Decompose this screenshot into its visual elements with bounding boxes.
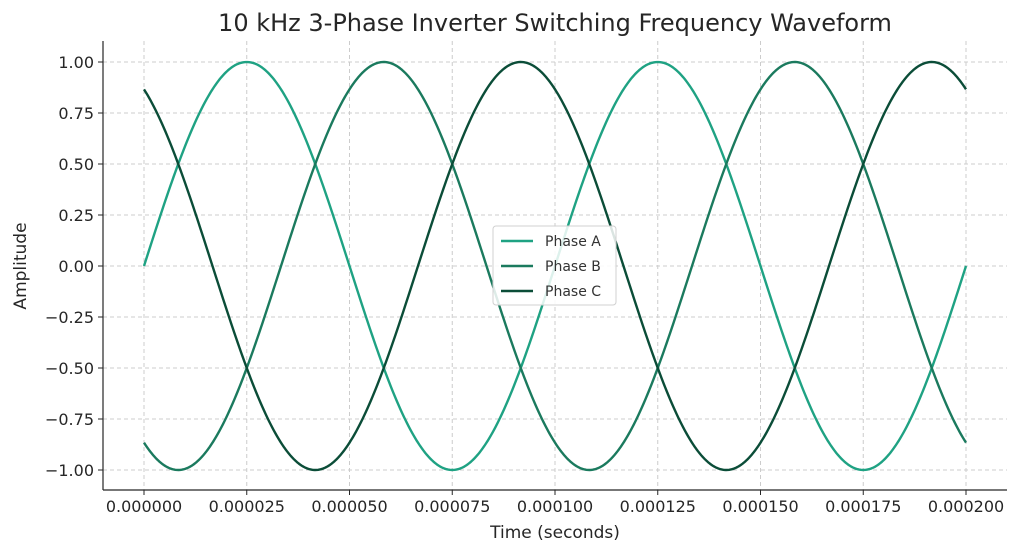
chart-title: 10 kHz 3-Phase Inverter Switching Freque… xyxy=(218,9,892,37)
y-tick-label: −0.75 xyxy=(45,410,94,429)
legend-label-phase-b: Phase B xyxy=(545,259,601,275)
x-axis-label: Time (seconds) xyxy=(489,523,620,543)
legend: Phase A Phase B Phase C xyxy=(492,225,617,306)
x-tick-label: 0.000000 xyxy=(106,497,182,516)
y-tick-label: 0.75 xyxy=(58,104,94,123)
y-tick-label: −1.00 xyxy=(45,461,94,480)
x-tick-label: 0.000050 xyxy=(311,497,387,516)
x-tick-label: 0.000100 xyxy=(517,497,593,516)
y-tick-label: 1.00 xyxy=(58,53,94,72)
legend-label-phase-a: Phase A xyxy=(545,234,601,250)
series-line-phase-c xyxy=(142,60,968,472)
y-tick-label: −0.50 xyxy=(45,359,94,378)
x-tick-label: 0.000150 xyxy=(722,497,798,516)
y-axis-label: Amplitude xyxy=(11,222,31,309)
x-tick-label: 0.000200 xyxy=(928,497,1004,516)
y-tick-label: 0.25 xyxy=(58,206,94,225)
y-tick-label: 0.00 xyxy=(58,257,94,276)
x-tick-label: 0.000075 xyxy=(414,497,490,516)
legend-label-phase-c: Phase C xyxy=(545,284,601,300)
y-tick-label: 0.50 xyxy=(58,155,94,174)
series-line-phase-b xyxy=(142,60,968,472)
x-tick-label: 0.000175 xyxy=(825,497,901,516)
x-tick-label: 0.000025 xyxy=(209,497,285,516)
x-tick-label: 0.000125 xyxy=(620,497,696,516)
ticks: 0.000000 0.000025 0.000050 0.000075 0.000100… xyxy=(45,53,1004,516)
y-tick-label: −0.25 xyxy=(45,308,94,327)
legend-box xyxy=(492,225,617,306)
